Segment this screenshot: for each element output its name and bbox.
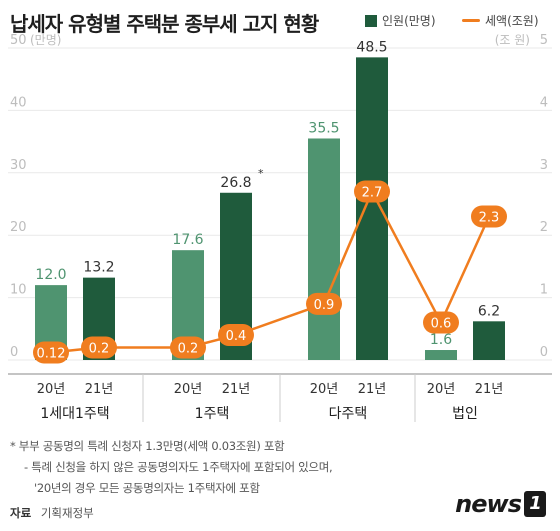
y-left-tick-label: 30 [10,158,27,173]
annotation-asterisk: * [258,167,264,180]
tax-data-label: 2.3 [479,210,500,225]
logo-text: news [455,490,522,518]
tax-point-marker [218,324,254,347]
y-right-tick-label: 1 [540,283,548,298]
legend-tax-swatch [462,19,480,22]
tax-data-label: 0.12 [37,347,66,362]
y-right-tick-label: 3 [540,158,548,173]
x-year-label: 20년 [174,382,203,397]
x-year-label: 21년 [475,382,504,397]
footnote-1: * 부부 공동명의 특례 신청자 1.3만명(세액 0.03조원) 포함 [10,439,285,453]
bar [356,57,388,361]
bar-data-label: 26.8 [220,175,251,191]
y-left-tick-label: 10 [10,283,27,298]
chart-area: 0 10 20 30 40 50 0 1 2 3 4 5 (만명) (조 원) 12.0 13.2 17.6 26… [8,33,552,422]
tax-data-label: 2.7 [362,186,383,201]
y-right-unit-label: (조 원) [495,33,530,47]
y-left-tick-label: 40 [10,95,27,110]
tax-line [50,188,491,354]
source: 자료 기획재정부 [10,505,94,521]
tax-data-label: 0.2 [178,342,199,357]
tax-data-label: 0.6 [431,317,452,332]
footnote-3: '20년의 경우 모든 공동명의자는 1주택자에 포함 [34,481,260,495]
x-year-label: 20년 [310,382,339,397]
x-group-label: 법인 [452,406,478,422]
x-group-label: 1주택 [195,406,230,422]
bar-data-label: 1.6 [430,332,452,348]
bar-data-label: 6.2 [478,303,500,319]
y-left-tick-label: 50 [10,33,27,48]
bar [473,321,505,360]
legend-tax: 세액(조원) [462,12,539,29]
x-group-label: 1세대1주택 [40,406,109,422]
chart-title: 납세자 유형별 주택분 종부세 고지 현황 [10,12,319,36]
legend-tax-label: 세액(조원) [485,14,539,28]
news1-logo: news 1 [455,490,546,518]
tax-point-marker [170,336,206,359]
tax-point-marker [306,292,342,315]
bar-data-label: 17.6 [172,232,203,248]
legend-people-label: 인원(만명) [382,14,436,28]
tax-point-marker [471,205,507,228]
logo-mark: 1 [524,491,546,517]
y-left-tick-label: 0 [10,345,18,360]
y-right-tick-label: 2 [540,220,548,235]
y-right-tick-label: 4 [540,95,548,110]
x-year-label: 20년 [37,382,66,397]
y-left-unit-label: (만명) [30,33,61,47]
tax-point-marker [354,180,390,203]
legend-people: 인원(만명) [365,12,436,29]
x-year-label: 21년 [358,382,387,397]
y-left-tick-label: 20 [10,220,27,235]
bar-data-label: 48.5 [356,39,387,55]
bar-data-label: 13.2 [83,260,114,276]
x-group-label: 다주택 [329,406,368,422]
y-right-tick-label: 0 [540,345,548,360]
tax-data-label: 0.9 [314,298,335,313]
tax-point-marker [423,311,459,334]
bar-data-label: 12.0 [35,267,66,283]
x-year-label: 21년 [222,382,251,397]
footnote-2: - 특례 신청을 하지 않은 공동명의자도 1주택자에 포함되어 있으며, [24,460,333,474]
x-year-label: 21년 [85,382,114,397]
legend-people-swatch [365,14,377,27]
tax-data-label: 0.2 [89,342,110,357]
tax-point-marker [81,336,117,359]
bar [425,350,457,360]
tax-data-label: 0.4 [226,329,247,344]
y-right-tick-label: 5 [540,33,548,48]
source-text: 기획재정부 [40,506,94,520]
bar-data-label: 35.5 [308,120,339,136]
source-label: 자료 [10,506,32,520]
bar [308,138,340,360]
footnotes: * 부부 공동명의 특례 신청자 1.3만명(세액 0.03조원) 포함 - 특… [10,436,333,499]
tax-point-marker [33,341,69,364]
x-year-label: 20년 [427,382,456,397]
